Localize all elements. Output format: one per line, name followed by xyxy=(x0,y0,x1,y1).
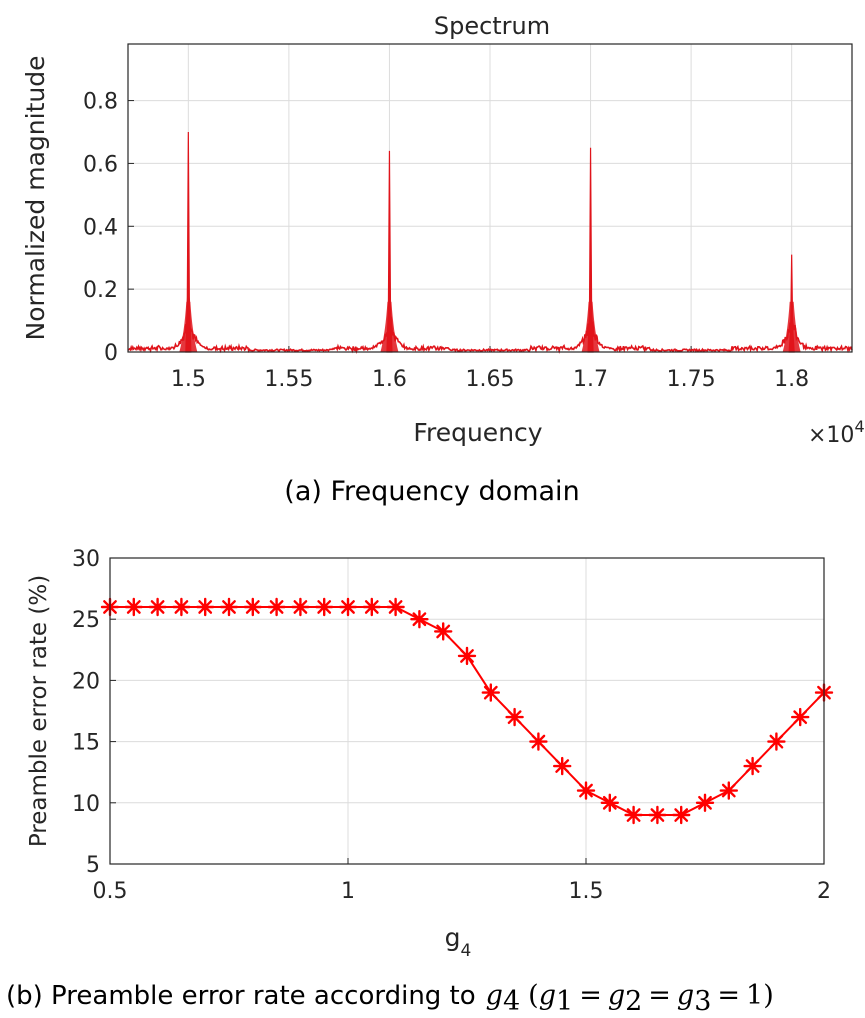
data-point-marker xyxy=(457,646,477,666)
error-rate-y-axis-label: Preamble error rate (%) xyxy=(26,575,52,847)
x-tick-label: 1.65 xyxy=(466,367,515,392)
caption-b-close: ) xyxy=(763,980,774,1011)
data-point-marker xyxy=(648,805,667,825)
x-tick-label: 1 xyxy=(341,879,355,904)
x-tick-label: 1.6 xyxy=(372,367,407,392)
data-point-marker xyxy=(196,597,215,617)
spectrum-peak-base xyxy=(581,301,600,352)
x-tick-label: 1.7 xyxy=(573,367,608,392)
y-tick-label: 5 xyxy=(86,853,100,878)
x-tick-label: 1.5 xyxy=(171,367,206,392)
y-tick-label: 0.4 xyxy=(83,215,118,240)
caption-b-g3-sub: 3 xyxy=(694,986,711,1017)
data-point-marker xyxy=(315,597,334,617)
y-tick-label: 15 xyxy=(72,731,100,756)
y-tick-label: 20 xyxy=(72,669,100,694)
data-point-marker xyxy=(410,610,429,629)
x-axis-var: g xyxy=(445,923,461,952)
spectrum-tick-labels: 1.5 1.55 1.6 1.65 1.7 1.75 1.8 0 0.2 0.4 0.6 0.8 xyxy=(83,90,809,392)
data-point-marker xyxy=(434,622,453,641)
caption-b: (b) Preamble error rate according to g4 (g… xyxy=(6,980,774,1017)
spectrum-x-exponent: ×104 xyxy=(808,417,865,448)
spectrum-series xyxy=(127,309,853,355)
x-tick-label: 1.55 xyxy=(264,367,313,392)
data-point-marker xyxy=(576,781,596,800)
spectrum-axes-box xyxy=(127,43,853,353)
caption-b-value: 1 xyxy=(746,980,763,1011)
spectrum-x-axis-label: Frequency xyxy=(413,418,542,447)
data-point-marker xyxy=(219,597,239,617)
caption-b-eq3: = xyxy=(717,980,740,1011)
data-point-marker xyxy=(719,781,738,800)
data-point-marker xyxy=(553,756,572,776)
error-rate-x-axis-label: g4 xyxy=(445,923,472,961)
error-rate-markers xyxy=(100,597,834,825)
data-point-marker xyxy=(600,793,619,812)
y-tick-label: 0.6 xyxy=(83,152,118,177)
data-point-marker xyxy=(624,805,643,825)
data-point-marker xyxy=(743,756,762,776)
caption-b-eq1: = xyxy=(579,980,602,1011)
caption-b-eq2: = xyxy=(648,980,671,1011)
data-point-marker xyxy=(529,732,548,751)
caption-b-open: ( xyxy=(528,980,539,1011)
y-tick-label: 0.8 xyxy=(83,90,118,115)
data-point-marker xyxy=(124,597,143,617)
x-tick-label: 1.5 xyxy=(569,879,604,904)
spectrum-x-exponent-base: ×10 xyxy=(808,423,854,448)
spectrum-peak-base xyxy=(380,301,399,352)
caption-b-g1-sub: 1 xyxy=(556,986,573,1017)
y-tick-label: 30 xyxy=(72,547,100,572)
caption-a: (a) Frequency domain xyxy=(284,476,579,507)
data-point-marker xyxy=(695,793,715,812)
data-point-marker xyxy=(338,597,358,617)
y-tick-label: 10 xyxy=(72,792,100,817)
x-tick-label: 1.75 xyxy=(667,367,716,392)
data-point-marker xyxy=(291,597,310,617)
spectrum-peak-base xyxy=(782,301,801,352)
x-tick-label: 0.5 xyxy=(93,879,128,904)
spectrum-y-axis-label: Normalized magnitude xyxy=(21,56,50,341)
y-tick-label: 25 xyxy=(72,608,100,633)
spectrum-title: Spectrum xyxy=(434,12,550,40)
data-point-marker xyxy=(505,707,524,727)
data-point-marker xyxy=(481,683,500,702)
caption-b-g2: g xyxy=(608,980,625,1011)
x-axis-var-sub: 4 xyxy=(461,941,472,961)
y-tick-label: 0 xyxy=(104,341,118,366)
data-point-marker xyxy=(672,805,691,825)
spectrum-grid xyxy=(128,44,852,353)
data-point-marker xyxy=(767,732,786,751)
data-point-marker xyxy=(386,597,405,617)
data-point-marker xyxy=(362,597,381,617)
error-rate-grid xyxy=(109,557,825,865)
caption-b-g3: g xyxy=(677,980,694,1011)
data-point-marker xyxy=(148,597,167,617)
caption-b-g1: g xyxy=(539,980,556,1011)
data-point-marker xyxy=(172,597,191,617)
caption-b-prefix: (b) Preamble error rate according to xyxy=(6,981,476,1011)
caption-b-var: g xyxy=(486,980,503,1011)
caption-b-g2-sub: 2 xyxy=(625,986,642,1017)
caption-b-var-sub: 4 xyxy=(503,986,520,1017)
data-point-marker xyxy=(267,597,286,617)
data-point-marker xyxy=(243,597,262,617)
error-rate-series-line xyxy=(110,606,825,816)
x-tick-label: 2 xyxy=(817,879,831,904)
spectrum-panel: Spectrum 1.5 1.55 1.6 1.65 1.7 1.75 1.8 0 0.2 0.4… xyxy=(21,12,865,507)
data-point-marker xyxy=(791,707,810,727)
y-tick-label: 0.2 xyxy=(83,278,118,303)
spectrum-x-exponent-power: 4 xyxy=(854,417,864,436)
x-tick-label: 1.8 xyxy=(774,367,809,392)
error-rate-axes-box xyxy=(109,557,825,865)
spectrum-peak-base xyxy=(179,301,198,352)
